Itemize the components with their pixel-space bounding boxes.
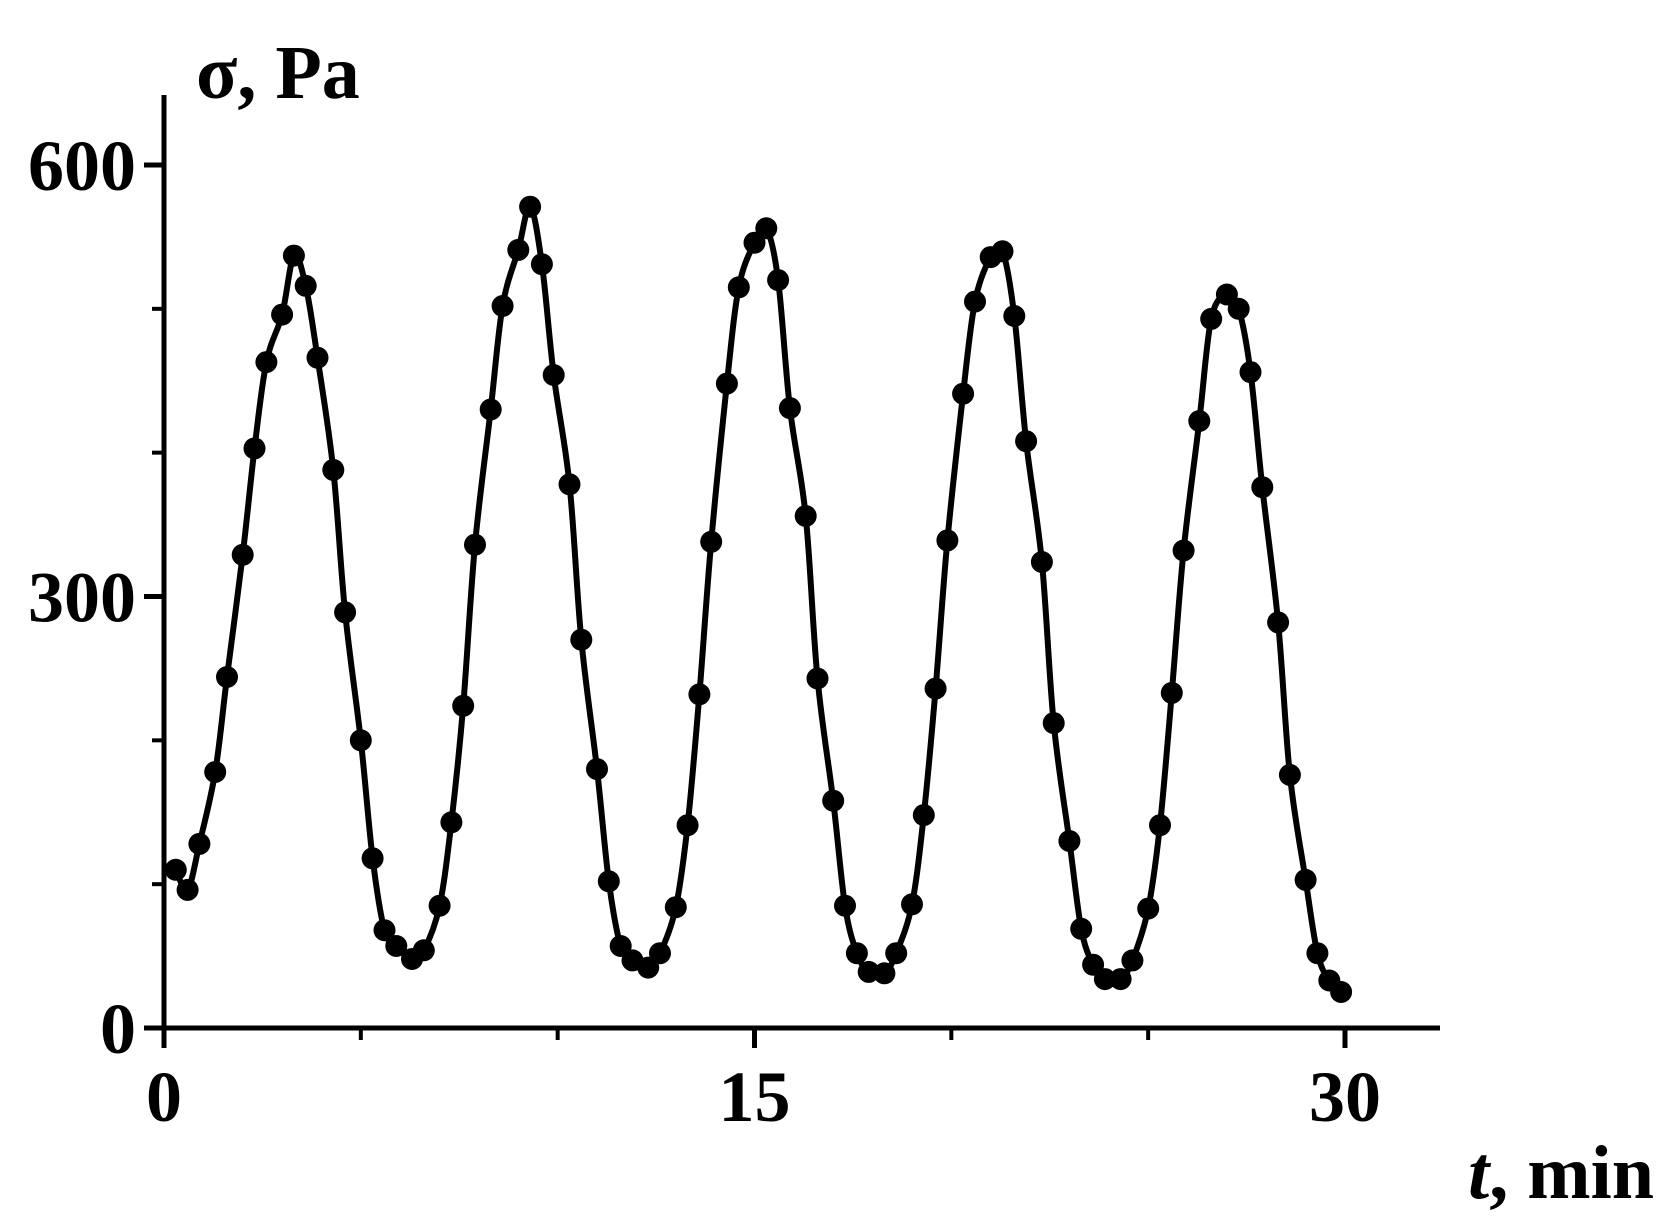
data-point xyxy=(1294,868,1317,891)
data-point xyxy=(822,789,845,812)
data-point xyxy=(885,942,908,965)
data-point xyxy=(385,935,408,957)
data-point xyxy=(700,530,723,553)
data-point xyxy=(924,677,947,700)
data-point xyxy=(464,533,486,556)
data-point xyxy=(649,942,671,965)
x-axis-title-unit: , min xyxy=(1489,1131,1654,1215)
y-tick-label: 0 xyxy=(100,989,136,1069)
data-point xyxy=(271,303,294,326)
data-point xyxy=(755,217,778,240)
data-point xyxy=(412,939,435,962)
data-point xyxy=(164,858,187,881)
data-point xyxy=(901,893,923,916)
data-point xyxy=(873,962,896,985)
data-point xyxy=(806,667,829,690)
data-point xyxy=(570,628,593,651)
data-point xyxy=(952,382,975,405)
data-point xyxy=(1239,361,1262,384)
data-point xyxy=(231,543,254,566)
data-point xyxy=(530,253,553,276)
data-point xyxy=(1200,307,1223,330)
data-point xyxy=(428,894,451,917)
data-point xyxy=(282,244,305,267)
series-markers xyxy=(164,195,1353,1003)
x-axis-title: t, min xyxy=(1468,1131,1654,1215)
data-point xyxy=(1070,917,1093,940)
data-point xyxy=(845,942,868,965)
data-point xyxy=(361,847,384,870)
data-point xyxy=(1172,539,1195,562)
data-point xyxy=(715,372,738,395)
axes xyxy=(161,95,1440,1032)
data-point xyxy=(491,295,514,317)
data-point xyxy=(322,458,345,481)
data-point xyxy=(936,529,959,552)
data-point xyxy=(519,195,542,218)
data-point xyxy=(1267,611,1290,634)
data-point xyxy=(1030,551,1053,573)
data-point xyxy=(767,269,790,292)
data-point xyxy=(688,683,711,706)
x-tick-label: 0 xyxy=(146,1057,182,1137)
data-point xyxy=(176,878,199,901)
data-point xyxy=(479,398,502,421)
data-point xyxy=(349,729,372,752)
data-point xyxy=(1306,942,1329,965)
x-axis-title-variable: t xyxy=(1468,1131,1492,1215)
data-point xyxy=(334,601,357,624)
data-point xyxy=(778,397,801,420)
data-point xyxy=(306,346,329,369)
data-point xyxy=(834,894,856,917)
data-point xyxy=(1188,410,1211,432)
data-point xyxy=(1278,763,1301,786)
data-point xyxy=(586,758,608,781)
y-tick-label: 300 xyxy=(28,558,136,638)
data-point xyxy=(1121,949,1144,972)
data-point xyxy=(1015,430,1038,453)
data-point xyxy=(452,694,475,717)
data-point xyxy=(1227,297,1250,320)
data-point xyxy=(373,919,396,942)
data-point xyxy=(676,814,699,837)
data-point xyxy=(964,290,986,313)
x-tick-label: 30 xyxy=(1309,1057,1381,1137)
data-point xyxy=(1330,981,1353,1003)
data-point xyxy=(1137,897,1160,920)
x-tick-label: 15 xyxy=(719,1057,791,1137)
data-point xyxy=(912,804,935,827)
data-point xyxy=(507,238,530,261)
data-point xyxy=(1160,681,1183,704)
y-axis-title: σ, Pa xyxy=(196,31,360,115)
data-point xyxy=(255,351,278,374)
data-point xyxy=(542,364,565,386)
series-line xyxy=(173,203,1344,995)
data-point xyxy=(991,240,1014,263)
data-point xyxy=(294,274,317,297)
data-point xyxy=(204,761,227,783)
data-point xyxy=(1109,968,1132,991)
data-point xyxy=(440,811,463,834)
data-point xyxy=(1058,830,1081,852)
data-point xyxy=(794,505,817,527)
data-point xyxy=(216,666,238,688)
ticks xyxy=(144,162,1348,1048)
data-point xyxy=(558,473,581,496)
y-tick-label: 600 xyxy=(28,126,136,206)
data-point xyxy=(597,870,620,893)
data-point xyxy=(1149,814,1171,837)
data-point xyxy=(1003,305,1026,327)
data-point xyxy=(1042,712,1065,735)
data-point xyxy=(1251,476,1274,499)
data-point xyxy=(1093,968,1116,991)
data-point xyxy=(727,276,750,299)
data-point xyxy=(664,896,687,919)
data-point xyxy=(243,437,266,460)
data-point xyxy=(188,832,211,855)
